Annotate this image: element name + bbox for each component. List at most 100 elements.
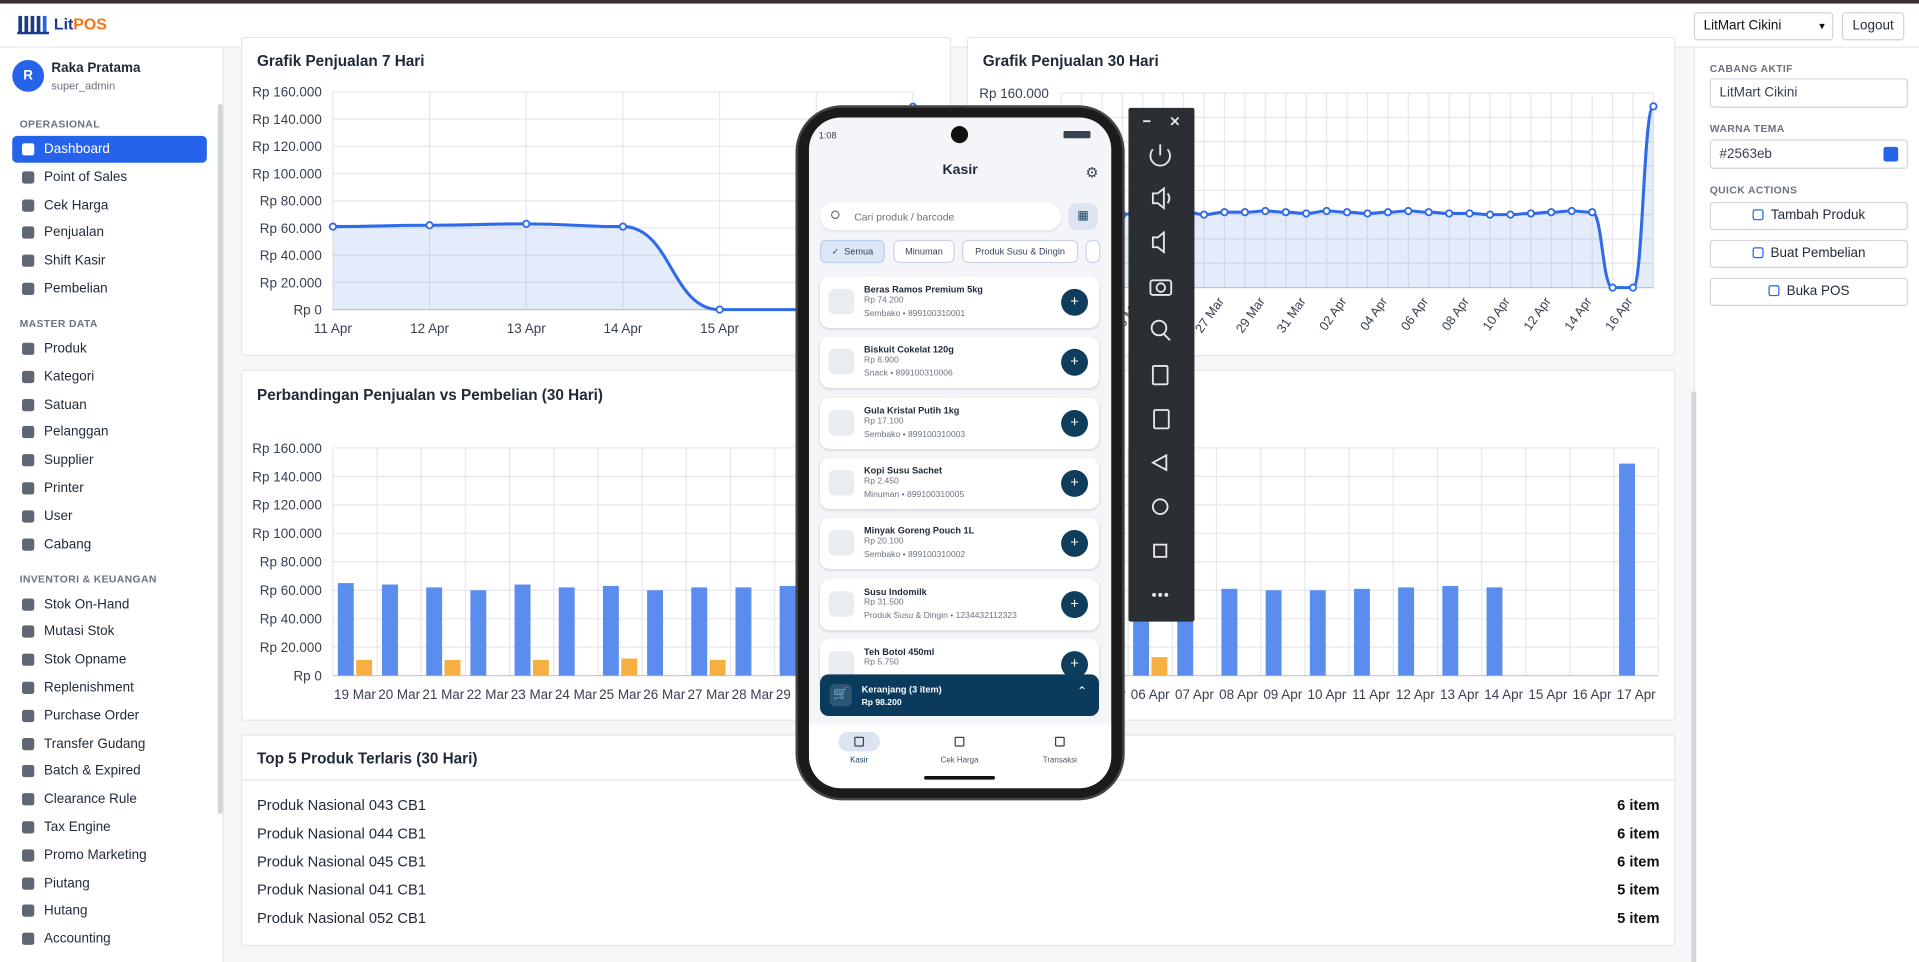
nav-item[interactable]: Accounting [12,925,207,952]
product-card[interactable]: Gula Kristal Putih 1kg Rp 17.100 Sembako •… [819,397,1100,449]
product-image [828,530,855,556]
status-time: 1:08 [818,129,837,141]
nav-item[interactable]: Cabang [12,531,207,558]
chip[interactable]: Minuman [893,239,955,264]
nav-label: User [44,508,73,524]
branch-input[interactable]: LitMart Cikini [1709,78,1908,108]
rotate-right[interactable] [1153,409,1170,430]
product-card[interactable]: Minyak Goreng Pouch 1L Rp 20.100 Sembako •… [819,517,1100,570]
nav-item[interactable]: User [12,503,207,530]
nav-item[interactable]: Piutang [12,870,207,897]
nav-item[interactable]: Purchase Order [12,702,207,729]
search-box[interactable]: Cari produk / barcode [819,203,1062,231]
nav-item[interactable]: Promo Marketing [12,842,207,869]
x-tick-label: 23 Mar [511,687,553,702]
zoom[interactable] [1150,319,1168,337]
add-button[interactable]: + [1061,590,1089,618]
nav-item[interactable]: Shift Kasir [12,247,207,274]
brand[interactable]: LitPOS [54,15,107,33]
product-price: Rp 2.450 [864,477,899,486]
nav-item[interactable]: Cek Harga [12,192,207,219]
close[interactable] [1170,116,1180,126]
scan-button[interactable]: ▦ [1068,203,1098,231]
add-button[interactable]: + [1061,650,1089,678]
nav-item[interactable]: Supplier [12,447,207,474]
chip[interactable] [1085,239,1101,264]
product-name: Beras Ramos Premium 5kg [864,283,983,295]
quick-action-button[interactable]: Buka POS [1709,277,1908,306]
point [425,221,434,230]
rotate-left[interactable] [1151,365,1169,386]
volume-down[interactable] [1151,230,1165,255]
home[interactable] [1151,498,1169,515]
nav-item[interactable]: Printer [12,475,207,502]
volume-up[interactable] [1151,186,1171,210]
product-card[interactable]: Kopi Susu Sachet Rp 2.450 Minuman • 899100… [819,457,1100,510]
y-tick-label: Rp 100.000 [252,526,322,541]
chip[interactable]: Produk Susu & Dingin [961,239,1079,264]
bar [779,585,796,676]
nav-icon [854,736,865,747]
logout-button[interactable]: Logout [1841,12,1905,41]
nav-item[interactable]: Clearance Rule [12,786,207,813]
nav-label: Piutang [44,875,90,891]
product-count: 5 item [1617,909,1660,927]
quick-action-button[interactable]: Buat Pembelian [1709,239,1908,269]
nav-item[interactable]: Kategori [12,363,207,390]
nav-label: Dashboard [44,141,110,157]
nav-label: Penjualan [44,225,104,241]
nav-label[interactable]: Transaksi [1042,756,1077,765]
point [1281,208,1290,217]
nav-icon [22,454,35,467]
y-tick-label: Rp 0 [293,668,321,683]
product-meta: Minuman • 899100310005 [864,490,965,500]
nav-item[interactable]: Produk [12,335,207,362]
add-button[interactable]: + [1061,530,1089,558]
nav-item[interactable]: Replenishment [12,674,207,701]
product-card[interactable]: Biskuit Cokelat 120g Rp 6.900 Snack • 8991… [819,336,1100,389]
more[interactable] [1152,592,1169,597]
theme-input[interactable]: #2563eb [1709,139,1908,169]
bar [532,659,549,676]
chip[interactable]: ✓ Semua [819,239,885,264]
nav-item[interactable]: Stok On-Hand [12,591,207,618]
nav-icon [22,426,35,439]
product-card[interactable]: Beras Ramos Premium 5kg Rp 74.200 Sembako … [819,276,1100,329]
nav-label[interactable]: Kasir [850,756,869,765]
product-name: Gula Kristal Putih 1kg [864,404,960,416]
search-placeholder: Cari produk / barcode [854,210,955,223]
nav-item[interactable]: Mutasi Stok [12,619,207,646]
nav-item[interactable]: Stok Opname [12,646,207,673]
settings-icon[interactable]: ⚙ [1085,164,1099,182]
nav-item[interactable]: Transfer Gudang [12,730,207,757]
x-tick-label: 27 Mar [1192,294,1228,336]
power[interactable] [1149,144,1171,167]
add-button[interactable]: + [1061,288,1089,316]
nav-item[interactable]: Pembelian [12,275,207,302]
add-button[interactable]: + [1061,349,1089,377]
quick-action-button[interactable]: Tambah Produk [1709,201,1908,231]
nav-item[interactable]: Point of Sales [12,164,207,191]
nav-item[interactable]: Hutang [12,898,207,925]
add-button[interactable]: + [1061,409,1089,437]
nav-item[interactable]: Tax Engine [12,814,207,841]
nav-icon [22,653,35,667]
cart-bar[interactable]: 🛒 Keranjang (3 item) Rp 98.200 ⌃ [819,674,1100,716]
branch-select[interactable]: LitMart Cikini ▾ [1693,12,1834,41]
back[interactable] [1150,453,1168,472]
add-button[interactable]: + [1061,469,1089,497]
bar [1442,585,1459,676]
nav-label[interactable]: Cek Harga [940,756,979,765]
nav-item[interactable]: Penjualan [12,220,207,247]
bar [1309,590,1326,676]
nav-icon [22,877,35,890]
product-card[interactable]: Susu Indomilk Rp 31.500 Produk Susu & Ding… [819,578,1100,630]
product-image [828,590,855,617]
screenshot[interactable] [1149,279,1173,296]
nav-item[interactable]: Satuan [12,391,207,418]
nav-icon [22,254,35,268]
nav-item[interactable]: Dashboard [12,135,207,163]
overview[interactable] [1153,543,1168,558]
nav-item[interactable]: Pelanggan [12,419,207,446]
nav-item[interactable]: Batch & Expired [12,758,207,785]
